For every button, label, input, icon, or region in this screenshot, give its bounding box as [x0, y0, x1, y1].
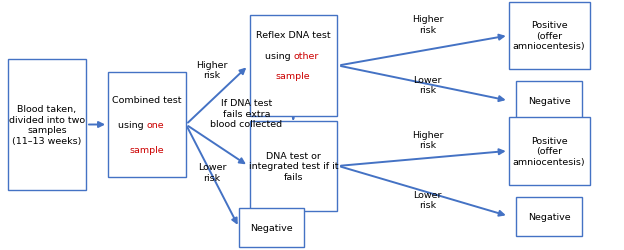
Text: Lower
risk: Lower risk	[413, 190, 442, 210]
Text: other: other	[293, 51, 319, 60]
Text: Negative: Negative	[528, 97, 570, 106]
Text: Lower
risk: Lower risk	[413, 75, 442, 95]
Text: sample: sample	[129, 146, 164, 154]
Text: Positive
(offer
amniocentesis): Positive (offer amniocentesis)	[513, 136, 585, 166]
FancyBboxPatch shape	[250, 16, 337, 116]
Text: Blood taken,
divided into two
samples
(11–13 weeks): Blood taken, divided into two samples (1…	[9, 105, 85, 145]
Text: using: using	[265, 51, 293, 60]
Text: Lower
risk: Lower risk	[198, 163, 227, 182]
Text: Higher
risk: Higher risk	[412, 15, 443, 35]
Text: Higher
risk: Higher risk	[412, 130, 443, 150]
Text: Negative: Negative	[250, 223, 293, 232]
FancyBboxPatch shape	[509, 2, 590, 70]
Text: one: one	[147, 120, 164, 130]
Text: Negative: Negative	[528, 212, 570, 221]
Text: using: using	[118, 120, 147, 130]
FancyBboxPatch shape	[7, 60, 86, 190]
FancyBboxPatch shape	[250, 121, 337, 211]
FancyBboxPatch shape	[517, 197, 582, 235]
Text: sample: sample	[276, 72, 311, 81]
Text: Higher
risk: Higher risk	[197, 60, 228, 80]
Text: Combined test: Combined test	[112, 96, 182, 104]
Text: DNA test or
integrated test if it
fails: DNA test or integrated test if it fails	[248, 152, 338, 181]
Text: If DNA test
fails extra
blood collected: If DNA test fails extra blood collected	[210, 99, 283, 128]
FancyBboxPatch shape	[107, 72, 186, 178]
FancyBboxPatch shape	[517, 82, 582, 120]
FancyBboxPatch shape	[238, 208, 305, 247]
Text: Positive
(offer
amniocentesis): Positive (offer amniocentesis)	[513, 22, 585, 51]
FancyBboxPatch shape	[509, 118, 590, 185]
Text: Reflex DNA test: Reflex DNA test	[256, 30, 331, 40]
